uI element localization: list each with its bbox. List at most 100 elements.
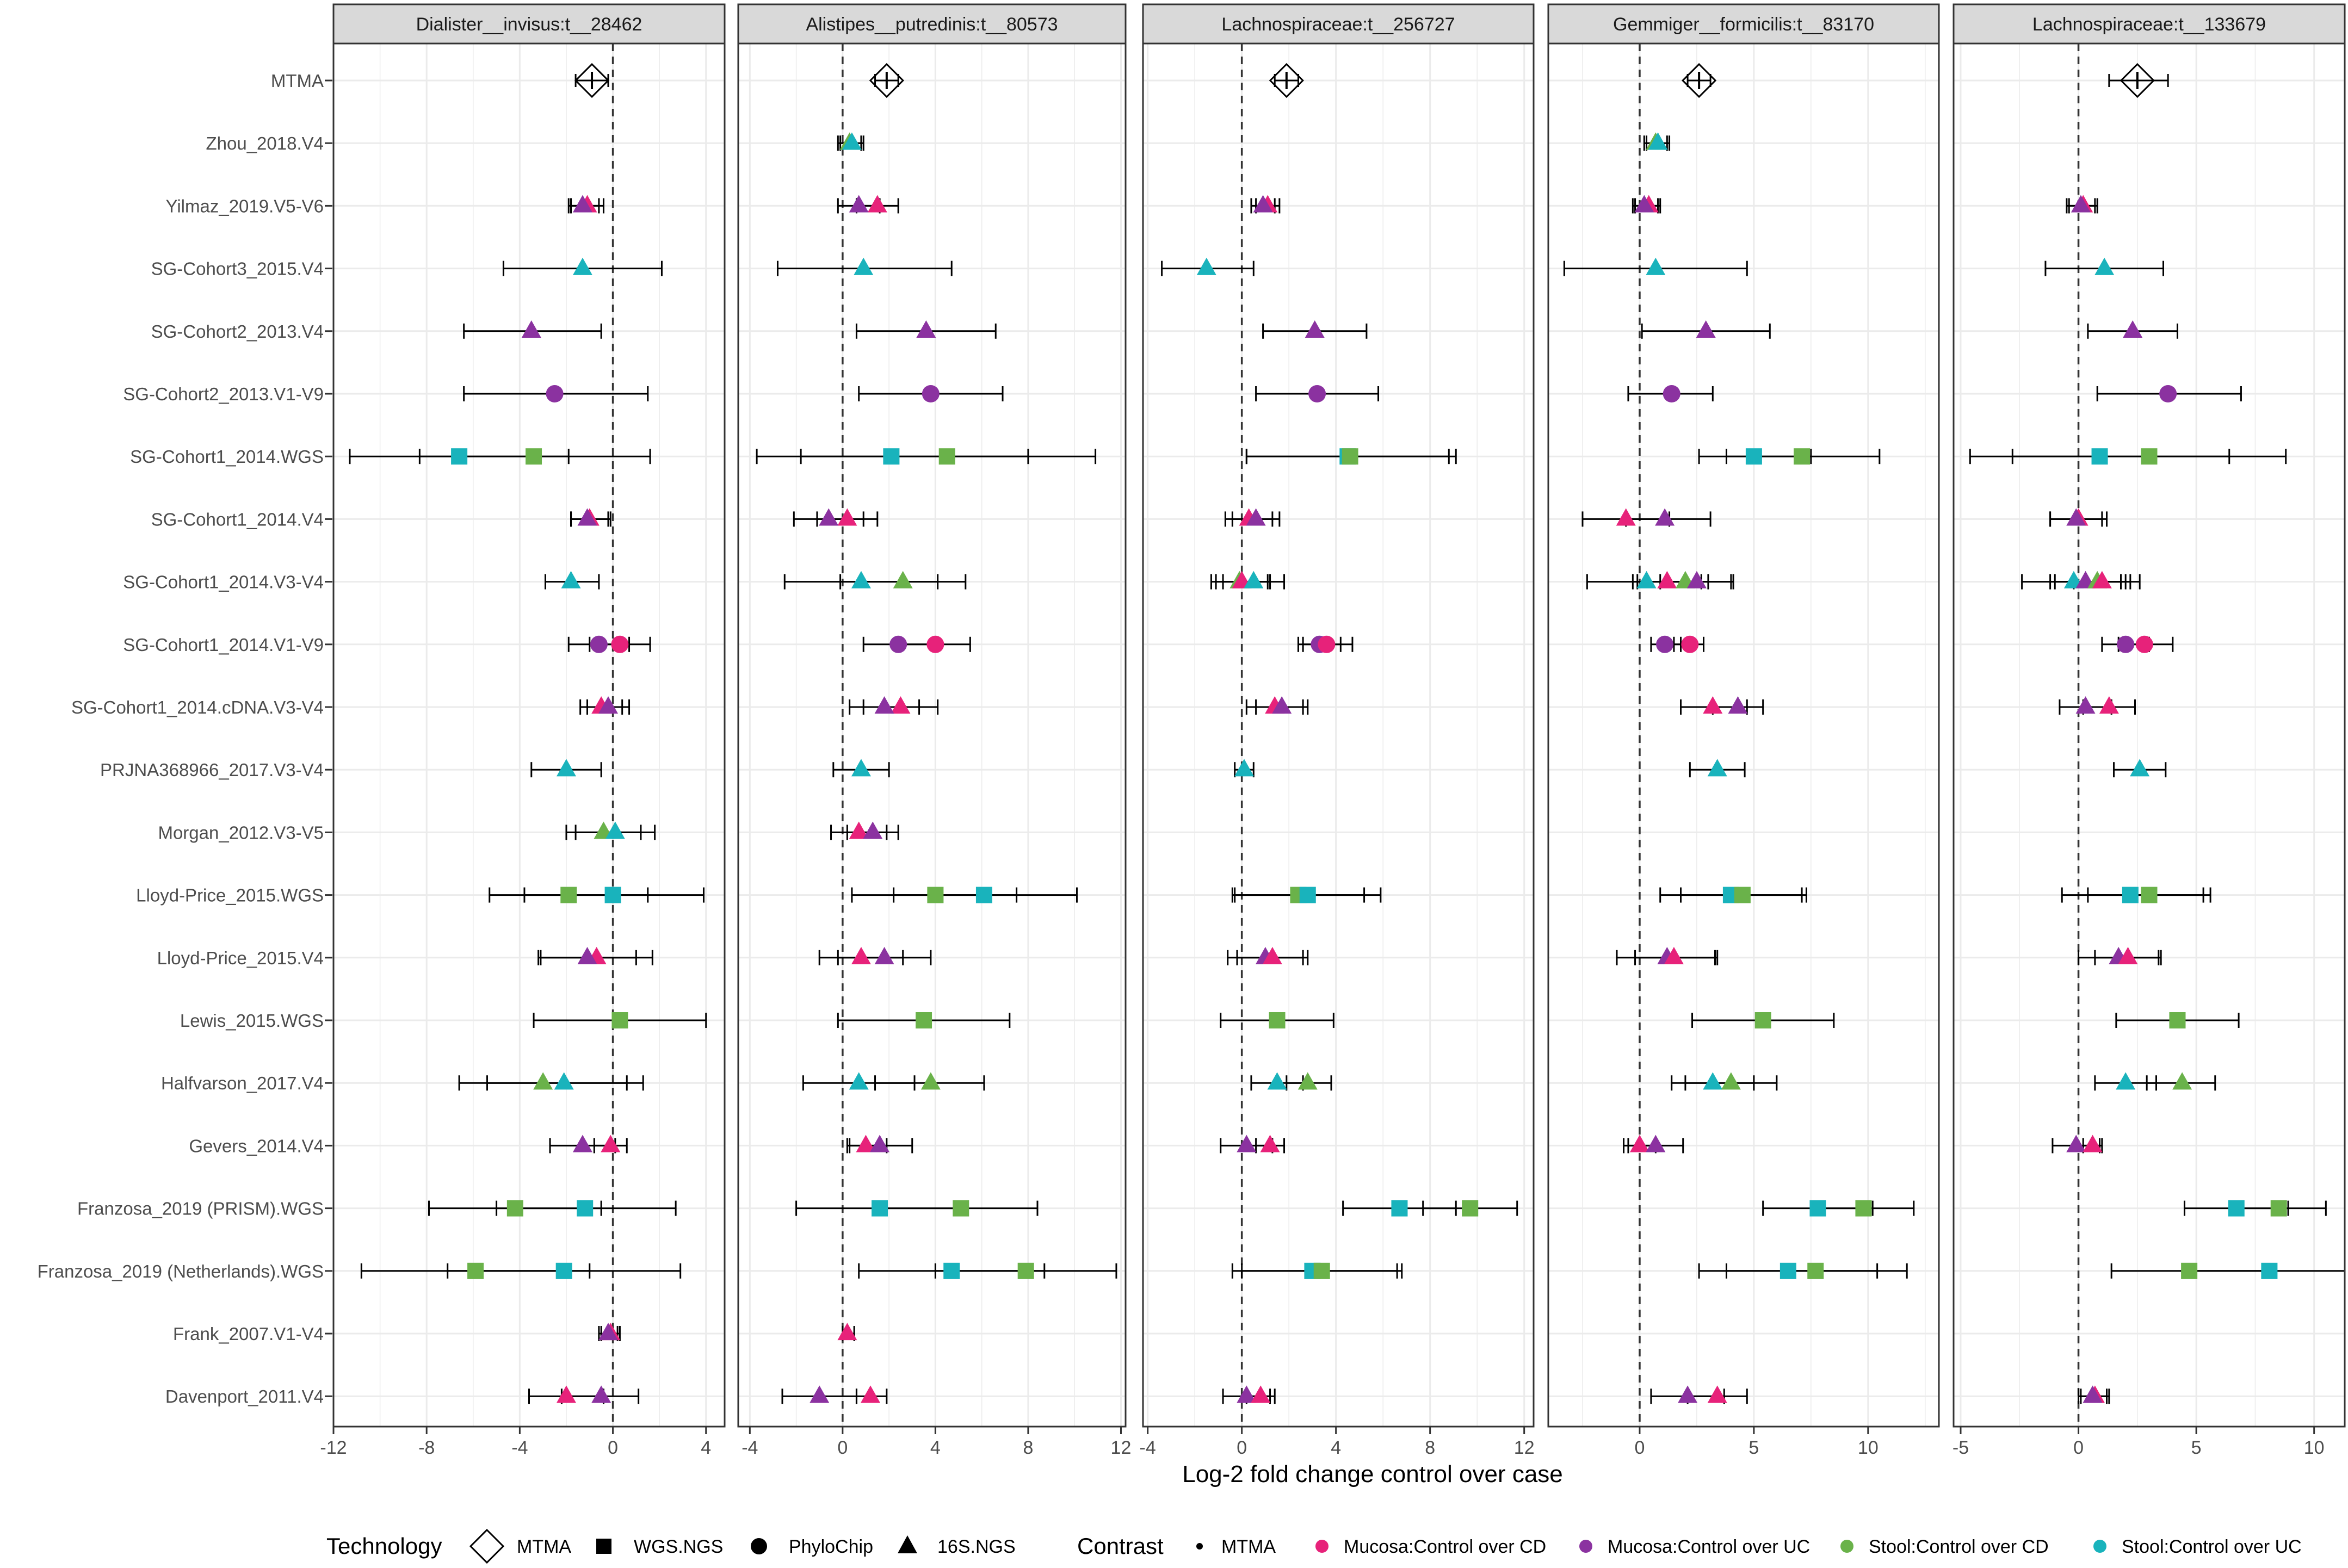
point-triangle: [2066, 1135, 2086, 1152]
point-square: [1017, 1262, 1034, 1279]
point-square: [555, 1262, 572, 1279]
point-triangle: [1244, 571, 1264, 588]
point-triangle: [1646, 1135, 1666, 1152]
point-triangle: [572, 195, 592, 213]
point-circle: [590, 635, 608, 653]
point-square: [1269, 1012, 1286, 1028]
point-square: [577, 1200, 594, 1217]
point-square: [927, 887, 944, 903]
point-square: [2228, 1200, 2245, 1217]
point-square: [526, 448, 542, 465]
legend-contrast-title: Contrast: [1077, 1533, 1164, 1559]
point-triangle: [1721, 1072, 1741, 1090]
point-triangle: [819, 508, 839, 526]
point-triangle: [1272, 696, 1292, 714]
legend-contrast-label: Stool:Control over CD: [1869, 1536, 2049, 1557]
point-triangle: [1262, 946, 1282, 964]
point-square: [2141, 448, 2158, 465]
point-square: [1779, 1262, 1796, 1279]
x-tick-label: 12: [1514, 1437, 1535, 1458]
x-tick-label: -4: [742, 1437, 758, 1458]
point-triangle: [916, 320, 936, 338]
legend-technology-label: MTMA: [517, 1536, 571, 1557]
panel-background: [1143, 44, 1534, 1427]
x-tick-label: 8: [1425, 1437, 1435, 1458]
study-label: Lloyd-Price_2015.V4: [157, 948, 324, 968]
point-triangle: [1678, 1385, 1698, 1403]
point-triangle: [891, 696, 911, 714]
point-triangle: [893, 571, 913, 588]
point-triangle: [1664, 946, 1684, 964]
point-square: [1754, 1012, 1771, 1028]
point-triangle: [2092, 571, 2112, 588]
point-square: [2091, 448, 2108, 465]
x-tick-label: 4: [701, 1437, 711, 1458]
facet-title: Gemmiger__formicilis:t__83170: [1613, 14, 1874, 35]
facet-strip: [1547, 3, 1940, 45]
point-triangle: [1655, 508, 1675, 526]
panel-background: [333, 44, 725, 1427]
panel-3: Lachnospiraceae:t__256727 -4 0 4 8 12: [1140, 3, 1535, 1458]
point-triangle: [561, 571, 581, 588]
points: [1196, 195, 1479, 1403]
point-square: [938, 448, 955, 465]
study-label: Franzosa_2019 (Netherlands).WGS: [38, 1261, 324, 1281]
x-tick-label: 5: [2191, 1437, 2202, 1458]
legend-contrast-label: Mucosa:Control over UC: [1608, 1536, 1810, 1557]
point-circle: [922, 385, 940, 402]
legend: Technology MTMA WGS.NGS PhyloChip 16S.NGS Con…: [326, 1528, 2302, 1564]
legend-technology-label: WGS.NGS: [634, 1536, 723, 1557]
point-triangle: [861, 1385, 881, 1403]
study-label: Lewis_2015.WGS: [180, 1011, 324, 1031]
study-label: Lloyd-Price_2015.WGS: [136, 885, 324, 906]
x-tick-label: 4: [1331, 1437, 1341, 1458]
point-triangle: [2083, 1385, 2103, 1403]
point-square: [872, 1200, 888, 1217]
legend-color-swatch: [1579, 1540, 1592, 1553]
point-triangle: [1686, 571, 1707, 588]
study-label: SG-Cohort3_2015.V4: [151, 259, 324, 279]
x-tick-label: -12: [320, 1437, 347, 1458]
point-square: [1734, 887, 1751, 903]
study-labels: MTMA Zhou_2018.V4 Yilmaz_2019.V5-V6 SG-Coho…: [38, 71, 332, 1406]
legend-circle-icon: [751, 1538, 767, 1554]
legend-contrast-label: Stool:Control over UC: [2122, 1536, 2302, 1557]
point-triangle: [842, 132, 862, 150]
point-square: [2169, 1012, 2186, 1028]
point-triangle: [1646, 257, 1666, 275]
point-triangle: [849, 1072, 869, 1090]
point-triangle: [601, 1135, 621, 1152]
study-label: Frank_2007.V1-V4: [173, 1324, 324, 1344]
point-triangle: [1696, 320, 1716, 338]
study-label: SG-Cohort1_2014.WGS: [130, 447, 324, 467]
point-triangle: [920, 1072, 941, 1090]
point-triangle: [849, 821, 869, 839]
facet-strip: [1142, 3, 1535, 45]
point-triangle: [2116, 1072, 2136, 1090]
point-square: [1809, 1200, 1826, 1217]
study-label: SG-Cohort1_2014.V1-V9: [123, 635, 324, 655]
x-tick-label: -8: [418, 1437, 435, 1458]
point-triangle: [851, 571, 871, 588]
panels: Dialister__invisus:t__28462-12 -8 -4 0 4Alis…: [320, 3, 2346, 1458]
point-circle: [1681, 635, 1699, 653]
point-circle: [2135, 635, 2153, 653]
point-triangle: [1703, 1072, 1723, 1090]
point-triangle: [1237, 1135, 1257, 1152]
point-triangle: [556, 759, 576, 777]
facet-title: Lachnospiraceae:t__256727: [1221, 14, 1455, 35]
point-square: [1745, 448, 1762, 465]
point-circle: [1663, 385, 1680, 402]
point-square: [560, 887, 577, 903]
x-tick-label: 10: [2304, 1437, 2325, 1458]
x-axis-title: Log-2 fold change control over case: [1182, 1461, 1563, 1488]
point-triangle: [591, 1385, 611, 1403]
point-triangle: [2066, 508, 2086, 526]
point-square: [451, 448, 468, 465]
point-square: [506, 1200, 523, 1217]
point-square: [1794, 448, 1811, 465]
legend-diamond-icon: [469, 1528, 505, 1564]
x-tick-label: 0: [608, 1437, 618, 1458]
legend-color-swatch: [1196, 1543, 1203, 1550]
point-triangle: [1305, 320, 1325, 338]
